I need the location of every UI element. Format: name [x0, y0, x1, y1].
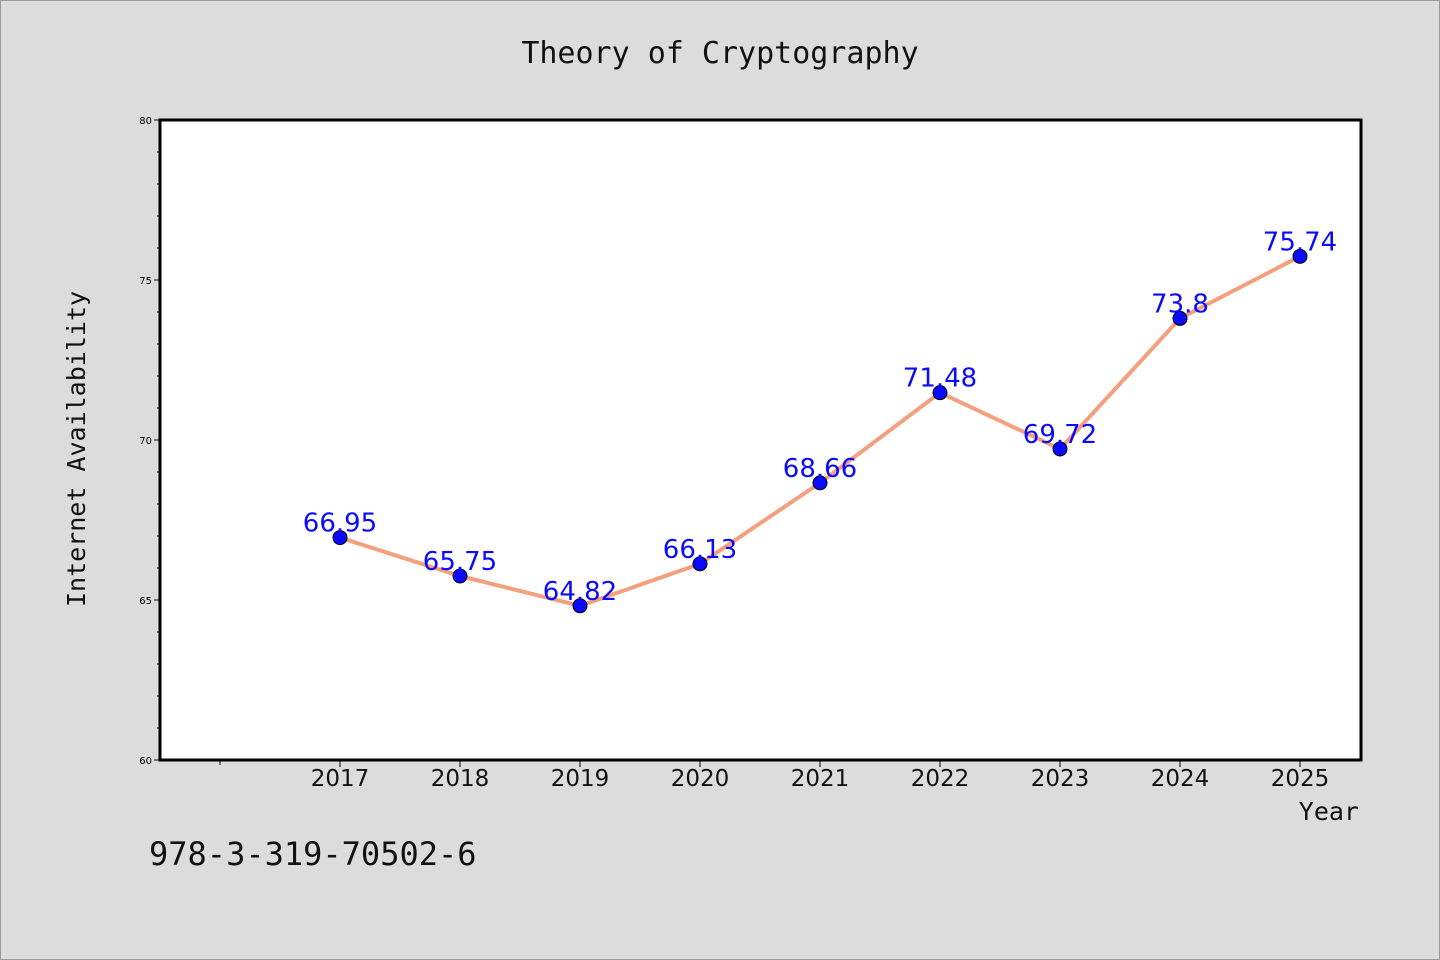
y-tick-label: 70: [139, 436, 152, 447]
data-label: 64.82: [543, 577, 617, 607]
y-tick-label: 75: [139, 276, 152, 287]
data-point-marker: [1292, 248, 1308, 264]
x-tick-label: 2021: [791, 766, 850, 792]
data-label: 65.75: [423, 547, 497, 577]
x-axis-label: Year: [1299, 797, 1359, 826]
y-tick-label: 65: [139, 596, 152, 607]
chart-title: Theory of Cryptography: [521, 36, 918, 71]
y-axis: 60 65 70 75 80: [139, 116, 160, 767]
data-label: 75.74: [1263, 227, 1337, 257]
data-point-marker: [692, 556, 708, 572]
data-point-marker: [932, 385, 948, 401]
data-point-marker: [1172, 310, 1188, 326]
isbn-text: 978-3-319-70502-6: [149, 835, 477, 873]
data-point-marker: [812, 475, 828, 491]
x-tick-label: 2022: [911, 766, 970, 792]
x-tick-label: 2019: [551, 766, 610, 792]
data-label: 69.72: [1023, 420, 1097, 450]
x-tick-label: 2024: [1151, 766, 1210, 792]
data-point-marker: [452, 568, 468, 584]
data-label: 68.66: [783, 454, 857, 484]
data-point-marker: [332, 530, 348, 546]
x-tick-label: 2017: [311, 766, 370, 792]
data-label: 73.8: [1151, 289, 1209, 319]
data-point-marker: [572, 598, 588, 614]
x-axis: 2017 2018 2019 2020 2021 2022 2023 2024 2025: [219, 760, 1330, 792]
y-axis-label: Internet Availability: [62, 291, 91, 607]
x-tick-label: 2025: [1271, 766, 1330, 792]
data-label: 66.13: [663, 535, 737, 565]
y-tick-label: 60: [139, 756, 152, 767]
data-label: 71.48: [903, 364, 977, 394]
x-tick-label: 2020: [671, 766, 730, 792]
series-layer: 66.95 65.75 64.82 66.13 68.66 71.48 69.72 73.8 7…: [303, 227, 1337, 614]
y-tick-label: 80: [139, 116, 152, 127]
data-label: 66.95: [303, 509, 377, 539]
x-tick-label: 2023: [1031, 766, 1090, 792]
plot-area: [158, 118, 1363, 762]
x-tick-label: 2018: [431, 766, 490, 792]
data-point-marker: [1052, 441, 1068, 457]
